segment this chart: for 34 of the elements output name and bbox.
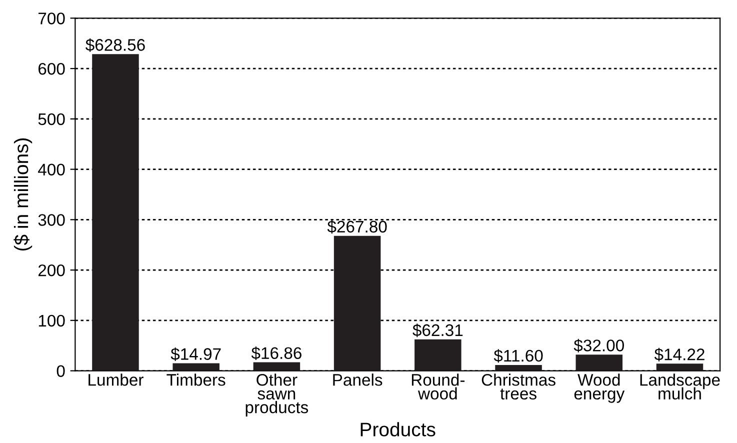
data-label: $267.80 (327, 220, 387, 234)
x-tick-label: Other sawn products (246, 374, 308, 417)
bar (92, 54, 139, 371)
data-label: $32.00 (574, 338, 624, 352)
y-tick-label: 0 (56, 365, 65, 377)
bar (495, 364, 542, 371)
data-label: $62.31 (412, 324, 463, 338)
bar (172, 363, 220, 371)
y-tick-label: 500 (38, 113, 65, 126)
x-tick-label: Lumber (88, 374, 144, 386)
data-label: $14.22 (654, 348, 704, 362)
data-label: $14.97 (170, 347, 221, 361)
bar (414, 339, 462, 371)
x-tick-label: Wood energy (574, 374, 625, 403)
x-tick-label: Timbers (166, 374, 226, 386)
x-tick-label: Round- wood (412, 374, 465, 400)
y-axis-title: ($ in millions) (14, 138, 32, 251)
y-tick-label: 400 (38, 164, 65, 176)
x-tick-label: Christmas trees (482, 374, 556, 400)
bar (334, 236, 381, 371)
data-label: $628.56 (86, 38, 145, 52)
y-tick-label: 100 (38, 314, 65, 327)
y-tick-label: 700 (38, 12, 65, 24)
data-label: $11.60 (494, 349, 543, 363)
y-tick-label: 300 (38, 214, 65, 226)
bar (576, 354, 623, 371)
bar (656, 364, 704, 371)
x-axis-title: Products (360, 422, 436, 436)
data-label: $16.86 (251, 346, 302, 360)
x-tick-label: Panels (333, 374, 382, 386)
bar (253, 362, 300, 371)
y-tick-label: 600 (38, 62, 65, 75)
x-tick-label: Landscape mulch (640, 374, 720, 400)
y-tick-label: 200 (38, 264, 65, 276)
